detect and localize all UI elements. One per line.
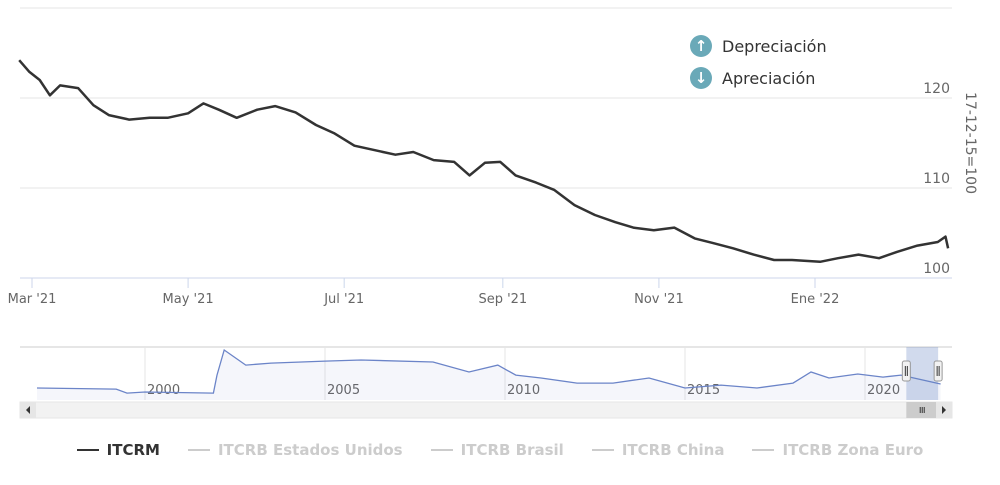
navigator-tick-label: 2020 [867,383,900,398]
series-legend: ITCRM ITCRB Estados Unidos ITCRB Brasil … [0,441,1000,459]
depreciation-legend-item: ↑ Depreciación [690,30,827,62]
x-tick-label: Jul '21 [323,292,364,307]
legend-item-itcrb-zona-euro[interactable]: ITCRB Zona Euro [752,441,923,459]
navigator-line [36,348,941,394]
arrow-down-circle-icon: ↓ [690,67,712,89]
legend-swatch [76,449,99,451]
x-tick-label: Mar '21 [8,292,57,307]
chevron-right-icon [942,406,946,414]
arrow-up-circle-icon: ↑ [690,35,712,57]
y-tick-label: 110 [923,171,950,187]
legend-swatch [187,449,210,451]
navigator-handle-right[interactable] [933,360,943,382]
y-axis-title: 17-12-15=100 [962,92,978,194]
annotation-legend: ↑ Depreciación ↓ Apreciación [690,30,827,94]
legend-swatch [591,449,614,451]
depreciation-label: Depreciación [722,36,827,56]
x-tick-label: Ene '22 [791,292,840,307]
appreciation-legend-item: ↓ Apreciación [690,62,827,94]
x-tick-label: Nov '21 [634,292,684,307]
y-tick-label: 120 [923,81,950,97]
legend-swatch [430,449,453,451]
chevron-left-icon [26,406,30,414]
navigator-background [20,347,952,400]
appreciation-label: Apreciación [722,68,816,88]
scrollbar-track[interactable] [19,401,953,419]
navigator-tick-label: 2005 [327,383,360,398]
legend-swatch [752,449,775,451]
legend-label: ITCRM [106,441,160,459]
legend-item-itcrb-brasil[interactable]: ITCRB Brasil [430,441,564,459]
legend-item-itcrm[interactable]: ITCRM [76,441,160,459]
navigator-selection [906,347,939,400]
y-tick-label: 100 [923,261,950,277]
legend-label: ITCRB Brasil [460,441,564,459]
legend-item-itcrb-estados-unidos[interactable]: ITCRB Estados Unidos [187,441,403,459]
x-tick-label: May '21 [163,292,214,307]
legend-label: ITCRB Estados Unidos [217,441,403,459]
legend-label: ITCRB China [621,441,725,459]
navigator-tick-label: 2010 [507,383,540,398]
series-line-itcrm [18,59,950,264]
navigator-handle-left[interactable] [901,360,911,382]
navigator-tick-label: 2000 [147,383,180,398]
legend-label: ITCRB Zona Euro [782,441,924,459]
legend-item-itcrb-china[interactable]: ITCRB China [591,441,725,459]
navigator-area [37,350,941,400]
x-tick-label: Sep '21 [478,292,527,307]
